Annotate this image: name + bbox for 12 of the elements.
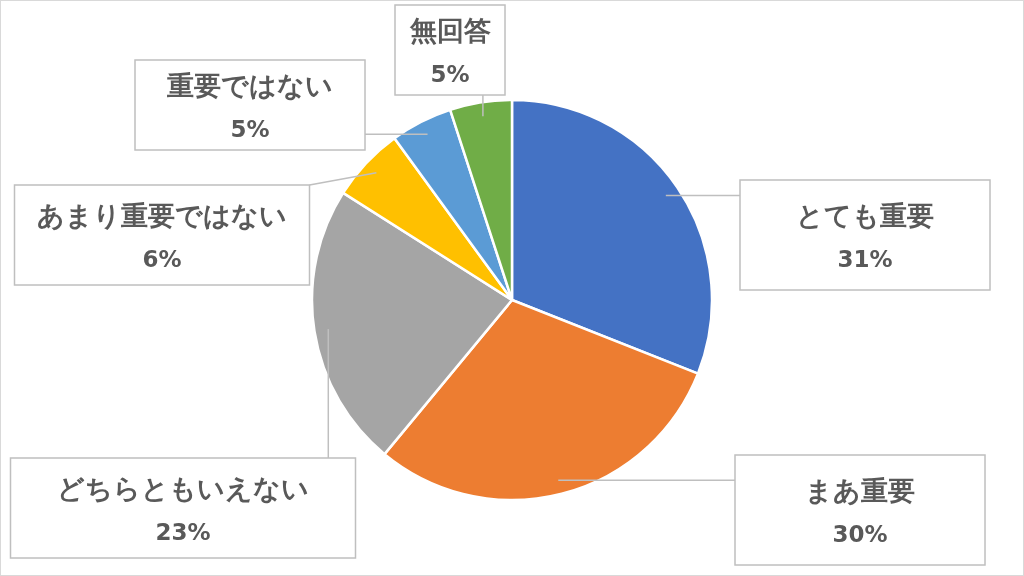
slice-label: どちらともいえない xyxy=(57,473,309,504)
slice-label: 重要ではない xyxy=(166,70,333,101)
data-label: 5% xyxy=(230,116,270,142)
slice-label: 無回答 xyxy=(408,15,491,46)
slice-label: とても重要 xyxy=(796,200,934,231)
data-label: 30% xyxy=(832,521,888,547)
slice-label: まあ重要 xyxy=(805,475,915,506)
slice-label: あまり重要ではない xyxy=(37,200,287,231)
data-label: 23% xyxy=(155,519,211,545)
data-label: 6% xyxy=(142,246,182,272)
data-label: 31% xyxy=(837,246,893,272)
data-label: 5% xyxy=(430,61,470,87)
